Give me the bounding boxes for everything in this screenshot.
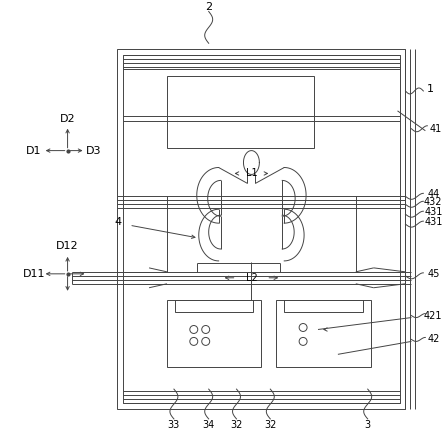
Bar [167,76,314,148]
Text: D11: D11 [23,269,45,279]
Text: L2: L2 [245,273,257,283]
Text: D12: D12 [56,241,79,251]
Text: 34: 34 [202,420,215,430]
Bar [175,300,253,312]
Text: 431: 431 [424,207,443,217]
Text: 33: 33 [168,420,180,430]
Text: 42: 42 [427,334,439,344]
Text: 3: 3 [365,420,371,430]
Text: 432: 432 [424,197,443,207]
Text: 45: 45 [427,269,439,279]
Text: 2: 2 [205,3,212,13]
Text: 431: 431 [424,217,443,227]
Text: 1: 1 [427,84,434,94]
Bar [276,300,371,367]
Text: D3: D3 [85,145,101,155]
Text: 41: 41 [429,124,441,134]
Text: L1: L1 [245,168,257,178]
Text: 44: 44 [427,189,439,199]
Text: 421: 421 [424,310,443,320]
Bar [117,49,405,409]
Text: 32: 32 [264,420,276,430]
Text: D2: D2 [60,114,75,124]
Bar [167,300,261,367]
Text: 4: 4 [114,217,121,227]
Text: D1: D1 [26,145,42,155]
Bar [284,300,363,312]
Bar [123,55,400,403]
Text: 32: 32 [230,420,243,430]
